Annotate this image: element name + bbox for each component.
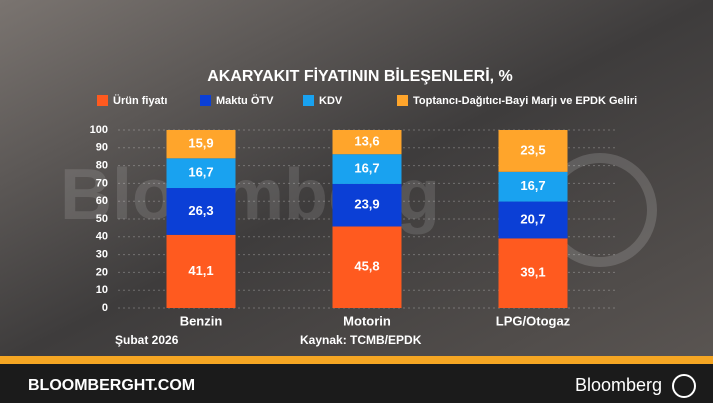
y-tick-label: 100: [90, 124, 108, 136]
legend-label: Maktu ÖTV: [216, 94, 274, 107]
bar-segment: [498, 201, 568, 239]
note: Şubat 2026: [115, 333, 179, 347]
value-label: 39,1: [520, 265, 545, 280]
y-tick-label: 80: [96, 160, 108, 172]
value-label: 23,5: [520, 142, 545, 157]
legend-label: Ürün fiyatı: [113, 94, 167, 107]
footer-logo: [672, 374, 696, 398]
y-tick-label: 60: [96, 195, 108, 207]
footer-brand: Bloomberg: [575, 375, 662, 395]
legend-swatch: [97, 95, 108, 106]
x-tick-label: Benzin: [180, 313, 223, 328]
y-tick-label: 70: [96, 177, 108, 189]
legend-label: KDV: [319, 95, 343, 107]
value-label: 16,7: [520, 178, 545, 193]
y-tick-label: 50: [96, 213, 108, 225]
y-tick-label: 40: [96, 231, 108, 243]
value-label: 16,7: [354, 161, 379, 176]
value-label: 23,9: [354, 197, 379, 212]
y-tick-label: 20: [96, 266, 108, 278]
bar-segment: [166, 188, 236, 235]
bar-segment: [332, 154, 402, 184]
legend-swatch: [303, 95, 314, 106]
chart-title: AKARYAKIT FİYATININ BİLEŞENLERİ, %: [207, 67, 513, 85]
x-tick-label: Motorin: [343, 313, 391, 328]
legend-swatch: [200, 95, 211, 106]
y-tick-label: 0: [102, 302, 108, 314]
footer-stripe: [0, 356, 713, 364]
value-label: 13,6: [354, 134, 379, 149]
bar-segment: [332, 183, 402, 227]
value-label: 16,7: [188, 165, 213, 180]
footer-bar: [0, 364, 713, 403]
bar-segment: [166, 130, 236, 159]
source: Kaynak: TCMB/EPDK: [300, 333, 422, 347]
value-label: 20,7: [520, 211, 545, 226]
bar-segment: [498, 171, 568, 202]
y-tick-label: 30: [96, 249, 108, 261]
y-tick-label: 10: [96, 284, 108, 296]
bar-segment: [498, 130, 568, 172]
legend-label: Toptancı-Dağıtıcı-Bayi Marjı ve EPDK Gel…: [413, 95, 637, 107]
bar-segment: [332, 130, 402, 155]
value-label: 45,8: [354, 259, 379, 274]
value-label: 15,9: [188, 136, 213, 151]
legend-swatch: [397, 95, 408, 106]
bar-segment: [166, 234, 236, 308]
bar-segment: [498, 238, 568, 308]
y-tick-label: 90: [96, 142, 108, 154]
value-label: 26,3: [188, 203, 213, 218]
footer-site: BLOOMBERGHT.COM: [28, 377, 195, 394]
x-tick-label: LPG/Otogaz: [496, 313, 571, 328]
bar-segment: [166, 158, 236, 189]
bar-segment: [332, 226, 402, 308]
value-label: 41,1: [188, 263, 213, 278]
